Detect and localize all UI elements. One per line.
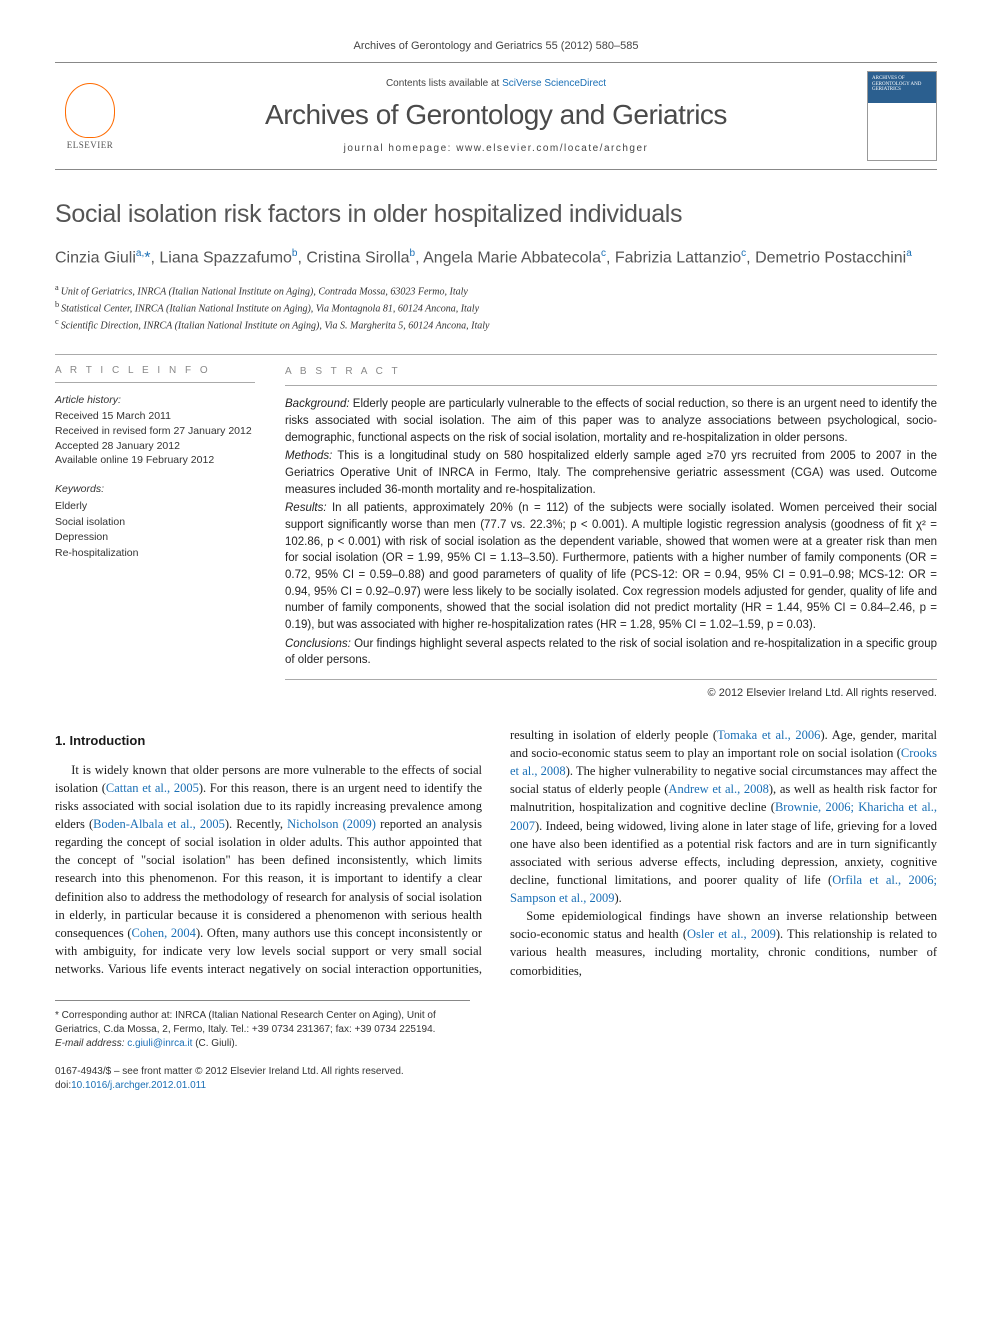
corr-author-text: * Corresponding author at: INRCA (Italia…: [55, 1009, 470, 1037]
affiliation-b: bStatistical Center, INRCA (Italian Nati…: [55, 299, 937, 316]
cover-title-text: ARCHIVES OF GERONTOLOGY AND GERIATRICS: [872, 76, 936, 93]
abstract-heading: A B S T R A C T: [285, 355, 937, 387]
affiliations: aUnit of Geriatrics, INRCA (Italian Nati…: [55, 282, 937, 334]
keyword-item: Depression: [55, 530, 255, 546]
issn-line: 0167-4943/$ – see front matter © 2012 El…: [55, 1065, 470, 1079]
accepted-date: Accepted 28 January 2012: [55, 439, 255, 454]
elsevier-tree-icon: [65, 83, 115, 138]
author-list: Cinzia Giulia,*, Liana Spazzafumob, Cris…: [55, 247, 937, 270]
homepage-url: www.elsevier.com/locate/archger: [456, 143, 648, 154]
publisher-label: ELSEVIER: [67, 140, 114, 150]
doi-link[interactable]: 10.1016/j.archger.2012.01.011: [71, 1080, 206, 1091]
contents-prefix: Contents lists available at: [386, 78, 502, 89]
affiliation-c: cScientific Direction, INRCA (Italian Na…: [55, 316, 937, 333]
ref-osler-2009[interactable]: Osler et al., 2009: [687, 927, 776, 941]
keyword-item: Elderly: [55, 499, 255, 515]
abstract-column: A B S T R A C T Background: Elderly peop…: [285, 355, 937, 702]
online-date: Available online 19 February 2012: [55, 453, 255, 468]
article-title: Social isolation risk factors in older h…: [55, 200, 937, 229]
corresponding-author-footnote: * Corresponding author at: INRCA (Italia…: [55, 1000, 470, 1051]
ref-cattan-2005[interactable]: Cattan et al., 2005: [106, 781, 199, 795]
contents-available-line: Contents lists available at SciVerse Sci…: [140, 78, 852, 89]
journal-header: ELSEVIER Contents lists available at Sci…: [55, 62, 937, 170]
elsevier-logo: ELSEVIER: [55, 76, 125, 156]
received-date: Received 15 March 2011: [55, 409, 255, 424]
corr-email-link[interactable]: c.giuli@inrca.it: [127, 1038, 192, 1049]
bottom-metadata: 0167-4943/$ – see front matter © 2012 El…: [55, 1065, 470, 1093]
section-1-heading: 1. Introduction: [55, 732, 482, 751]
keywords-list: Elderly Social isolation Depression Re-h…: [55, 499, 255, 562]
doi-line: doi:10.1016/j.archger.2012.01.011: [55, 1079, 470, 1093]
revised-date: Received in revised form 27 January 2012: [55, 424, 255, 439]
info-abstract-row: A R T I C L E I N F O Article history: R…: [55, 354, 937, 702]
ref-andrew-2008[interactable]: Andrew et al., 2008: [668, 782, 768, 796]
keyword-item: Re-hospitalization: [55, 546, 255, 562]
page-container: Archives of Gerontology and Geriatrics 5…: [0, 0, 992, 1133]
article-info-heading: A R T I C L E I N F O: [55, 355, 255, 383]
article-history-block: Article history: Received 15 March 2011 …: [55, 393, 255, 468]
homepage-prefix: journal homepage:: [344, 143, 457, 154]
body-paragraph-2: Some epidemiological findings have shown…: [510, 907, 937, 980]
keyword-item: Social isolation: [55, 515, 255, 531]
article-info-column: A R T I C L E I N F O Article history: R…: [55, 355, 255, 702]
abstract-background: Background: Elderly people are particula…: [285, 396, 937, 446]
ref-cohen-2004[interactable]: Cohen, 2004: [132, 926, 196, 940]
journal-name: Archives of Gerontology and Geriatrics: [140, 99, 852, 131]
ref-tomaka-2006[interactable]: Tomaka et al., 2006: [717, 728, 820, 742]
ref-boden-albala-2005[interactable]: Boden-Albala et al., 2005: [93, 817, 225, 831]
keywords-block: Keywords: Elderly Social isolation Depre…: [55, 482, 255, 562]
abstract-conclusions: Conclusions: Our findings highlight seve…: [285, 636, 937, 669]
keywords-label: Keywords:: [55, 482, 255, 497]
citation-line: Archives of Gerontology and Geriatrics 5…: [55, 40, 937, 52]
corr-email-line: E-mail address: c.giuli@inrca.it (C. Giu…: [55, 1037, 470, 1051]
affiliation-a: aUnit of Geriatrics, INRCA (Italian Nati…: [55, 282, 937, 299]
abstract-copyright: © 2012 Elsevier Ireland Ltd. All rights …: [285, 679, 937, 702]
abstract-methods: Methods: This is a longitudinal study on…: [285, 448, 937, 498]
body-text: 1. Introduction It is widely known that …: [55, 726, 937, 980]
ref-nicholson-2009[interactable]: Nicholson (2009): [287, 817, 376, 831]
header-center: Contents lists available at SciVerse Sci…: [140, 78, 852, 154]
journal-homepage: journal homepage: www.elsevier.com/locat…: [140, 143, 852, 154]
history-label: Article history:: [55, 393, 255, 408]
scidirect-link[interactable]: SciVerse ScienceDirect: [502, 78, 606, 89]
abstract-results: Results: In all patients, approximately …: [285, 500, 937, 633]
journal-cover-thumbnail: ARCHIVES OF GERONTOLOGY AND GERIATRICS: [867, 71, 937, 161]
